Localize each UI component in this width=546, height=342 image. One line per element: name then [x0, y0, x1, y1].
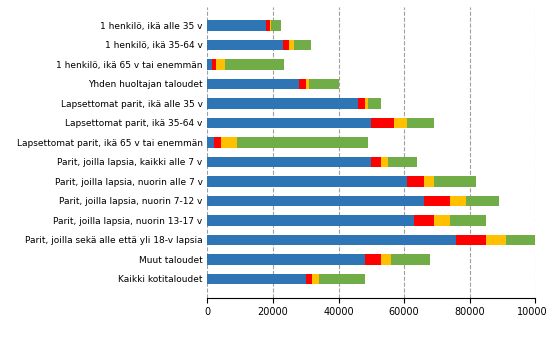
- Bar: [466, 196, 499, 206]
- Bar: [283, 40, 289, 50]
- Bar: [424, 176, 434, 187]
- Bar: [299, 79, 306, 89]
- Bar: [207, 118, 371, 128]
- Bar: [271, 20, 281, 31]
- Bar: [266, 20, 270, 31]
- Bar: [388, 157, 417, 167]
- Bar: [214, 137, 221, 148]
- Bar: [207, 274, 306, 284]
- Bar: [207, 196, 424, 206]
- Bar: [450, 215, 486, 226]
- Bar: [365, 98, 368, 109]
- Bar: [207, 59, 212, 70]
- Bar: [289, 40, 294, 50]
- Bar: [207, 235, 456, 245]
- Bar: [381, 157, 388, 167]
- Bar: [434, 215, 450, 226]
- Bar: [450, 196, 466, 206]
- Bar: [207, 215, 414, 226]
- Bar: [456, 235, 486, 245]
- Bar: [486, 235, 506, 245]
- Bar: [207, 98, 358, 109]
- Bar: [391, 254, 430, 265]
- Bar: [407, 176, 424, 187]
- Bar: [306, 274, 312, 284]
- Bar: [216, 59, 225, 70]
- Bar: [207, 137, 214, 148]
- Bar: [414, 215, 434, 226]
- Bar: [207, 79, 299, 89]
- Bar: [207, 176, 407, 187]
- Bar: [407, 118, 434, 128]
- Bar: [506, 235, 538, 245]
- Bar: [207, 254, 365, 265]
- Bar: [309, 79, 339, 89]
- Bar: [207, 40, 283, 50]
- Bar: [434, 176, 476, 187]
- Bar: [270, 20, 271, 31]
- Bar: [212, 59, 216, 70]
- Bar: [371, 118, 394, 128]
- Bar: [371, 157, 381, 167]
- Bar: [394, 118, 407, 128]
- Bar: [368, 98, 381, 109]
- Bar: [365, 254, 381, 265]
- Bar: [424, 196, 450, 206]
- Bar: [381, 254, 391, 265]
- Bar: [294, 40, 311, 50]
- Bar: [221, 137, 237, 148]
- Bar: [237, 137, 368, 148]
- Bar: [207, 20, 266, 31]
- Bar: [207, 157, 371, 167]
- Bar: [319, 274, 365, 284]
- Bar: [358, 98, 365, 109]
- Bar: [306, 79, 309, 89]
- Bar: [225, 59, 284, 70]
- Bar: [312, 274, 319, 284]
